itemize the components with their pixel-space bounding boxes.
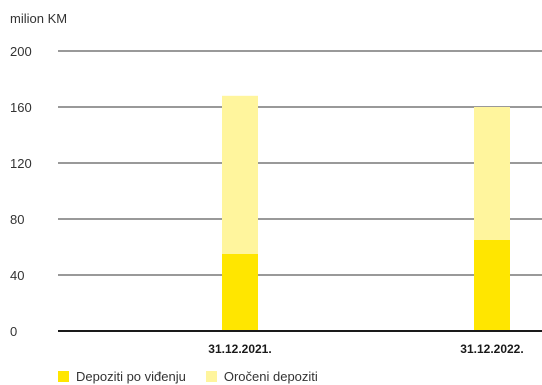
x-tick-label-1: 31.12.2021. (208, 342, 271, 356)
bar-1-series-1 (222, 254, 258, 331)
legend-item-depoziti-po-vidjenju: Depoziti po viđenju (58, 369, 186, 384)
y-tick-label-0: 0 (10, 324, 17, 339)
y-axis-unit-label: milion KM (10, 11, 68, 26)
legend-label-oroceni-depoziti: Oročeni depoziti (223, 369, 318, 384)
y-tick-label-200: 200 (10, 44, 32, 59)
y-tick-label-120: 120 (10, 156, 32, 171)
bar-2-series-1 (474, 240, 510, 331)
bar-2-series-2 (474, 107, 510, 240)
legend-swatch-depoziti-po-vidjenju (58, 371, 69, 382)
y-tick-label-40: 40 (10, 268, 24, 283)
legend-label-depoziti-po-vidjenju: Depoziti po viđenju (76, 369, 186, 384)
y-tick-label-160: 160 (10, 100, 32, 115)
bar-1-series-2 (222, 95, 258, 254)
legend-swatch-oroceni-depoziti (205, 371, 217, 382)
y-tick-label-80: 80 (10, 212, 24, 227)
chart-legend: Depoziti po viđenju Oročeni depoziti (58, 369, 338, 384)
x-tick-label-2: 31.12.2022. (460, 342, 523, 356)
legend-item-oroceni-depoziti: Oročeni depoziti (205, 369, 318, 384)
